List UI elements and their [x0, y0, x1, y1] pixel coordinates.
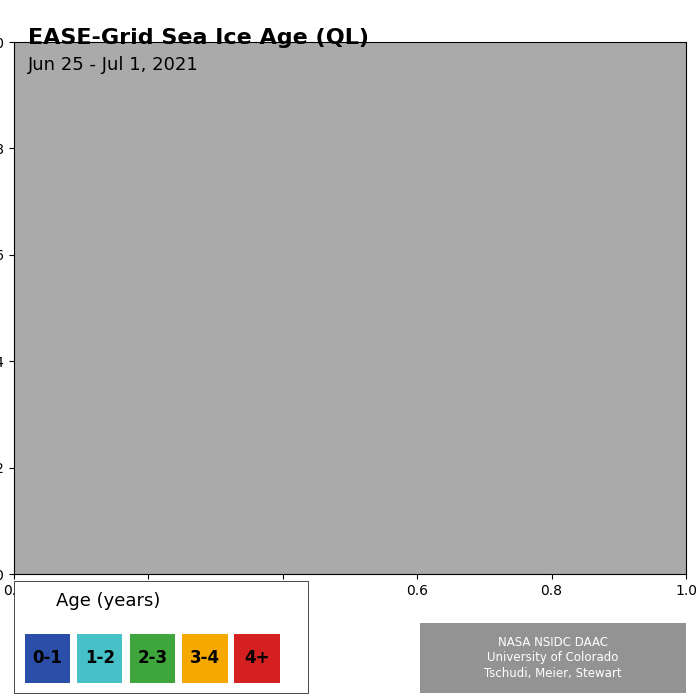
- Text: 0-1: 0-1: [32, 649, 62, 667]
- Text: Jun 25 - Jul 1, 2021: Jun 25 - Jul 1, 2021: [28, 56, 199, 74]
- Text: 1-2: 1-2: [85, 649, 115, 667]
- Text: EASE-Grid Sea Ice Age (QL): EASE-Grid Sea Ice Age (QL): [28, 28, 369, 48]
- Text: Age (years): Age (years): [56, 592, 160, 610]
- Text: 4+: 4+: [244, 649, 270, 667]
- Text: NASA NSIDC DAAC
University of Colorado
Tschudi, Meier, Stewart: NASA NSIDC DAAC University of Colorado T…: [484, 636, 622, 680]
- Text: 3-4: 3-4: [190, 649, 220, 667]
- Text: 2-3: 2-3: [137, 649, 167, 667]
